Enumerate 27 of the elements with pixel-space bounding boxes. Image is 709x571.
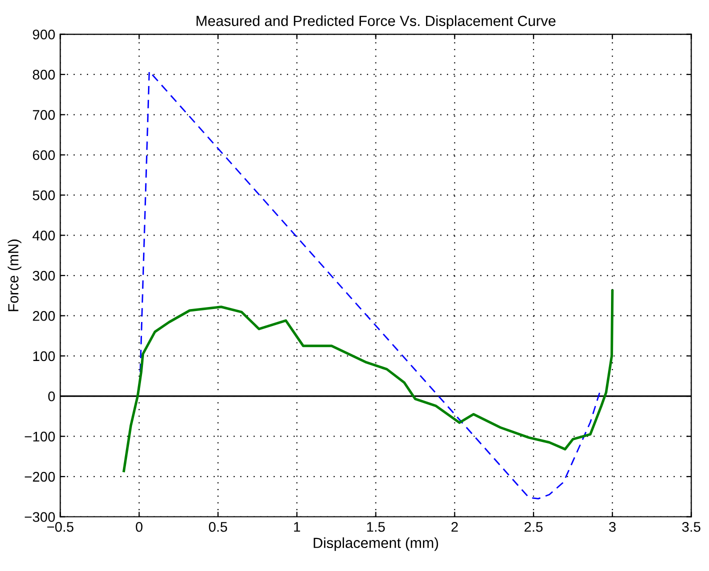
y-tick-label: 900	[32, 30, 55, 40]
y-tick-label: 500	[32, 190, 55, 200]
y-tick-label: 600	[32, 150, 55, 160]
y-tick-label: −300	[24, 512, 55, 522]
x-tick-label: 3.5	[682, 522, 700, 532]
y-tick-label: −200	[24, 472, 55, 482]
x-tick-label: 2.5	[524, 522, 543, 532]
x-tick-label: 2	[451, 522, 458, 532]
x-tick-label: 0.5	[208, 522, 228, 532]
line-series	[140, 70, 600, 500]
x-tick-label: 0	[136, 522, 142, 532]
x-tick-label: 3	[609, 522, 616, 532]
line-series	[122, 290, 614, 472]
y-tick-label: 100	[33, 351, 55, 362]
x-tick-label: 1.5	[367, 522, 385, 532]
x-axis-title: Displacement (mm)	[314, 537, 438, 551]
y-tick-label: 300	[32, 270, 55, 281]
y-axis-title: Force (mN)	[8, 240, 22, 312]
y-tick-label: 700	[32, 110, 55, 120]
y-tick-label: 200	[32, 311, 55, 321]
chart-title: Measured and Predicted Force Vs. Displacement Curve	[196, 15, 556, 29]
y-tick-label: 800	[32, 70, 55, 80]
y-tick-label: −100	[24, 432, 55, 442]
y-tick-label: 400	[32, 230, 55, 240]
x-tick-label: 1	[294, 522, 300, 532]
y-tick-label: 0	[48, 391, 55, 402]
x-tick-label: −0.5	[47, 522, 74, 532]
